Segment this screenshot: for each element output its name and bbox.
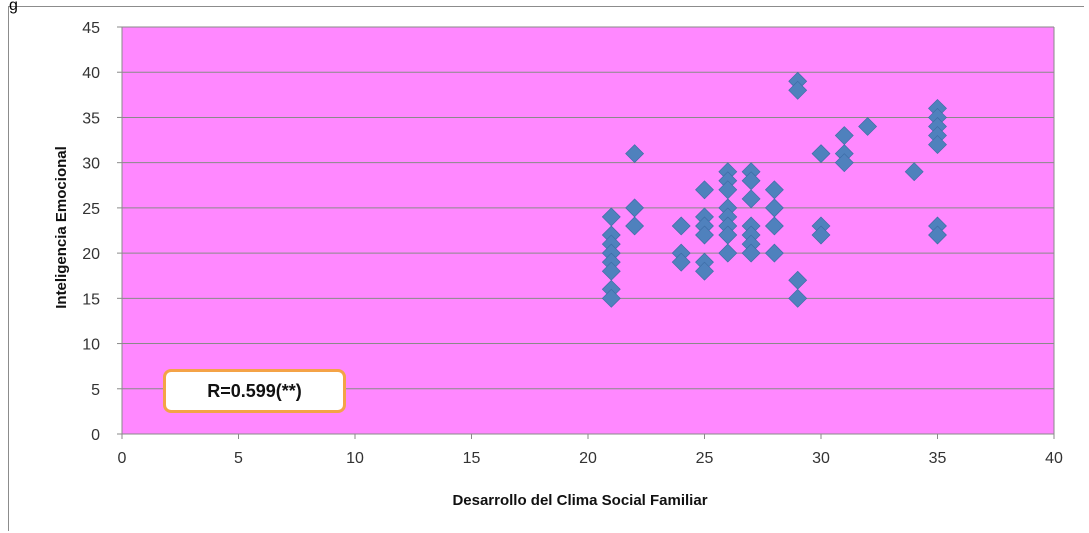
data-point xyxy=(741,189,761,209)
data-point xyxy=(741,243,761,263)
x-axis-title: Desarrollo del Clima Social Familiar xyxy=(452,492,707,509)
y-tick-label: 35 xyxy=(82,110,100,127)
gridlines xyxy=(122,26,1055,434)
x-tick-label: 0 xyxy=(118,450,127,467)
data-point xyxy=(928,135,947,155)
data-point xyxy=(718,243,738,263)
data-point xyxy=(811,225,831,245)
data-point xyxy=(788,288,808,308)
y-tick-label: 15 xyxy=(82,291,100,308)
y-tick-label: 10 xyxy=(82,337,100,354)
y-tick-label: 20 xyxy=(82,246,100,263)
data-point xyxy=(811,144,831,164)
correlation-annotation: R=0.599(**) xyxy=(163,369,346,413)
data-point xyxy=(904,162,924,182)
data-points xyxy=(601,71,947,308)
axes xyxy=(117,26,1055,439)
data-point xyxy=(858,117,878,136)
x-tick-label: 10 xyxy=(346,450,364,467)
x-tick-label: 30 xyxy=(812,450,830,467)
data-point xyxy=(695,261,714,281)
corner-text: g xyxy=(9,0,18,14)
data-point xyxy=(601,288,621,308)
data-point xyxy=(671,252,691,272)
data-point xyxy=(764,243,784,263)
chart-frame: g xyxy=(8,0,1084,531)
data-point xyxy=(695,180,714,200)
y-tick-label: 5 xyxy=(91,382,100,399)
x-tick-label: 5 xyxy=(234,450,243,467)
x-tick-labels: 0 5 10 15 20 25 30 35 40 xyxy=(118,450,1063,467)
data-point xyxy=(834,153,854,173)
data-point xyxy=(788,80,808,100)
y-tick-label: 45 xyxy=(82,20,100,37)
x-tick-label: 25 xyxy=(696,450,714,467)
data-point xyxy=(625,216,645,236)
data-point xyxy=(764,216,784,236)
y-tick-label: 40 xyxy=(82,65,100,82)
y-axis-title: Inteligencia Emocional xyxy=(53,146,70,309)
data-point xyxy=(625,144,645,164)
x-tick-label: 15 xyxy=(463,450,481,467)
x-tick-label: 20 xyxy=(579,450,597,467)
data-point xyxy=(671,216,691,236)
x-tick-label: 40 xyxy=(1045,450,1063,467)
plot-area xyxy=(122,27,1054,434)
y-tick-labels: 0 5 10 15 20 25 30 35 40 45 xyxy=(82,20,100,444)
correlation-annotation-text: R=0.599(**) xyxy=(207,380,302,401)
y-tick-label: 30 xyxy=(82,156,100,173)
data-point xyxy=(695,225,714,245)
x-tick-label: 35 xyxy=(929,450,947,467)
data-point xyxy=(928,225,947,245)
y-tick-label: 25 xyxy=(82,201,100,218)
y-tick-label: 0 xyxy=(91,427,100,444)
